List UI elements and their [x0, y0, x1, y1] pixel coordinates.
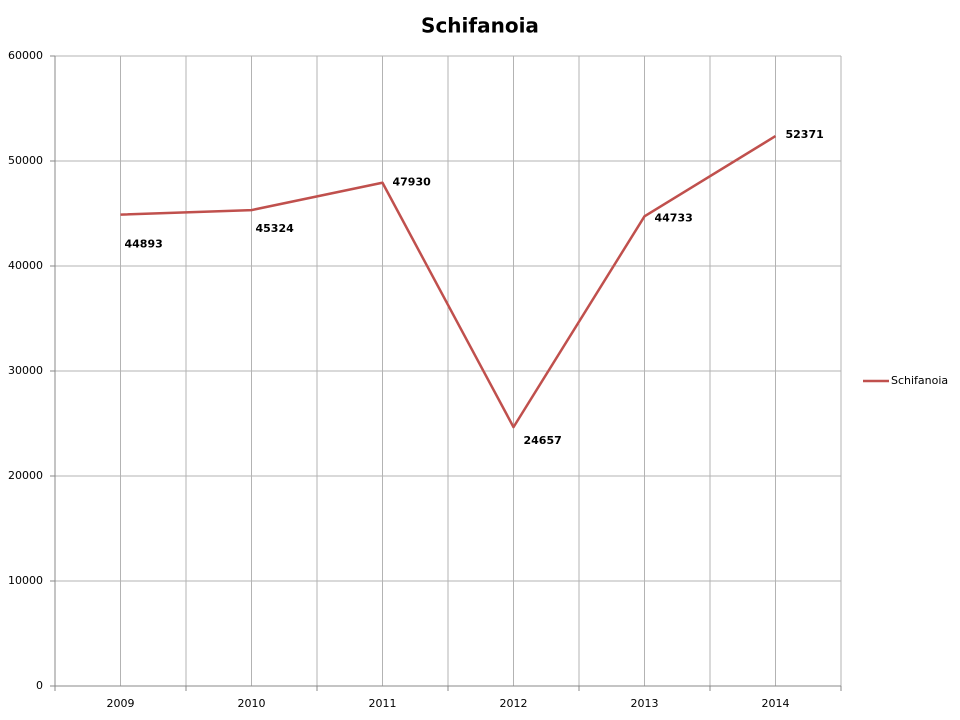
- data-label: 52371: [786, 128, 824, 141]
- y-tick-label: 60000: [8, 49, 43, 62]
- series-line: [120, 135, 777, 429]
- chart-title: Schifanoia: [421, 14, 539, 38]
- y-tick-label: 20000: [8, 469, 43, 482]
- data-label: 47930: [393, 176, 432, 189]
- x-tick-label: 2010: [238, 697, 266, 710]
- y-tick-label: 0: [36, 679, 43, 692]
- y-tick-label: 40000: [8, 259, 43, 272]
- x-tick-label: 2009: [107, 697, 135, 710]
- y-tick-label: 10000: [8, 574, 43, 587]
- data-label: 44893: [125, 238, 163, 251]
- legend-label: Schifanoia: [891, 374, 948, 387]
- y-tick-label: 30000: [8, 364, 43, 377]
- y-tick-label: 50000: [8, 154, 43, 167]
- data-label: 24657: [524, 434, 562, 447]
- x-tick-label: 2011: [369, 697, 397, 710]
- data-label: 45324: [256, 222, 295, 235]
- x-tick-label: 2013: [631, 697, 659, 710]
- data-label: 44733: [655, 211, 693, 224]
- x-tick-label: 2014: [762, 697, 790, 710]
- x-tick-label: 2012: [500, 697, 528, 710]
